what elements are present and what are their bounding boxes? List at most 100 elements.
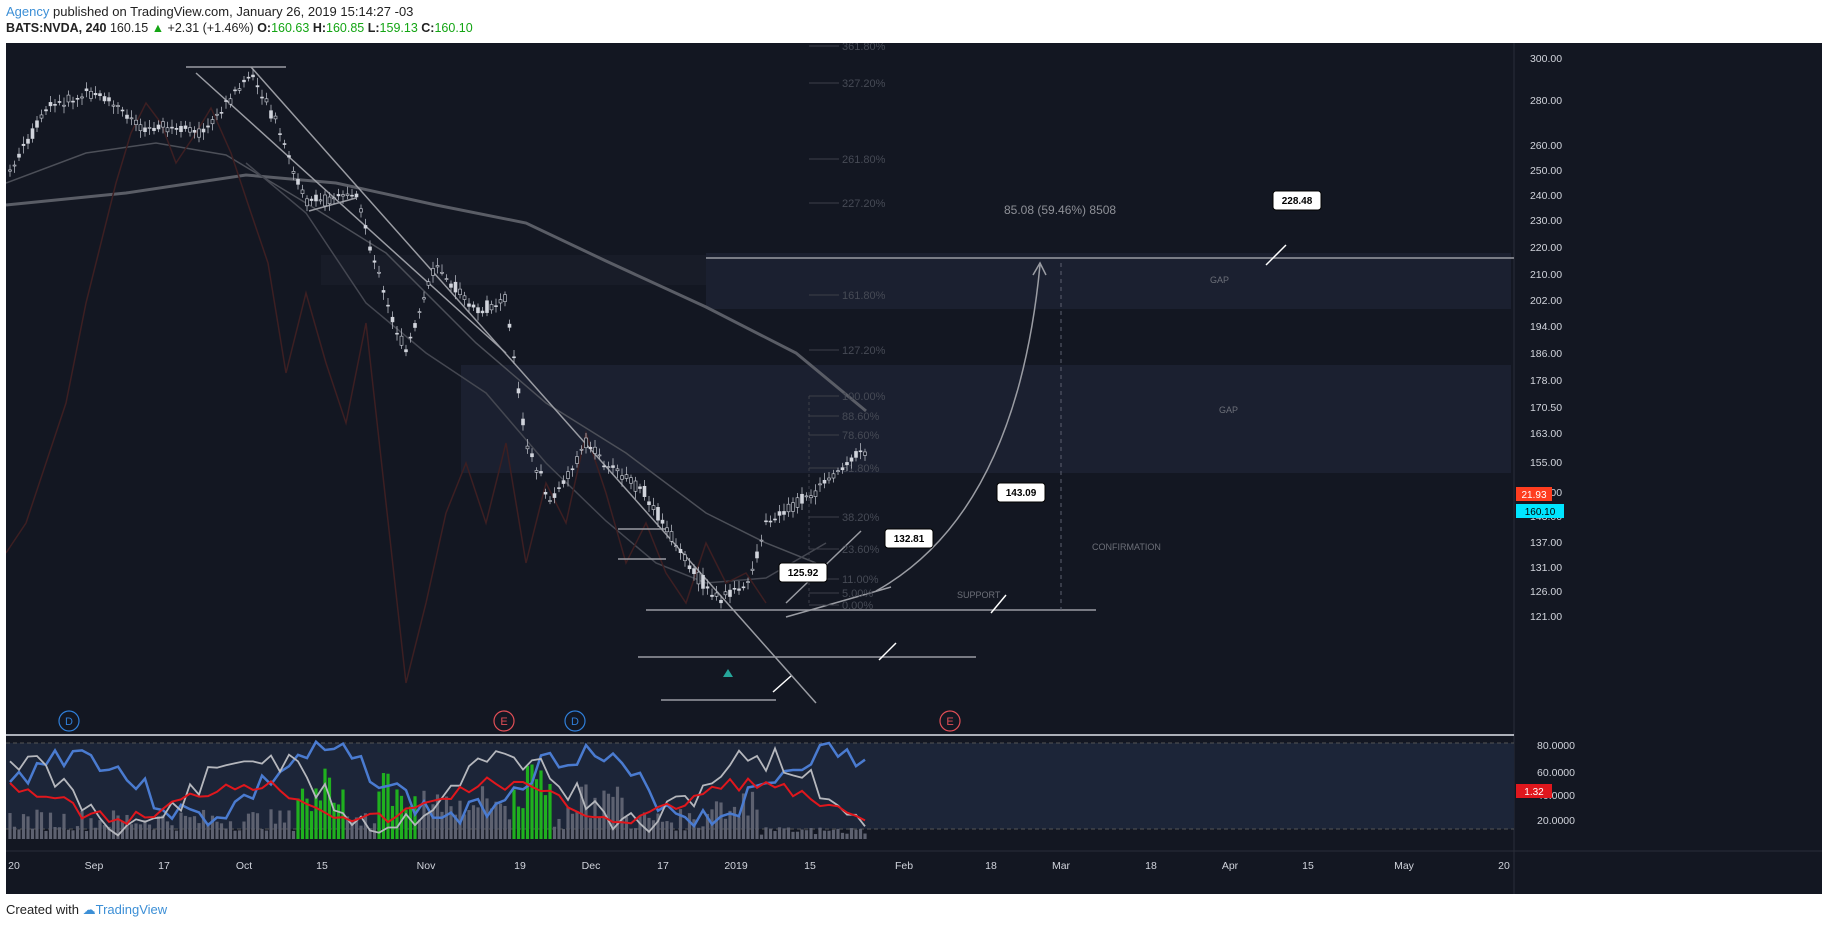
up-arrow-icon: ▲: [151, 21, 165, 35]
candle-body: [332, 197, 336, 200]
histogram-bar: [431, 804, 435, 839]
high-value: 160.85: [326, 21, 365, 35]
candle-body: [440, 272, 444, 274]
candle-body: [525, 445, 530, 450]
candle-body: [678, 548, 683, 553]
candle-body: [431, 268, 435, 276]
histogram-bar: [854, 829, 858, 839]
callout-125[interactable]: 125.92: [772, 562, 828, 693]
candle-body: [341, 194, 345, 197]
histogram-bar: [584, 784, 588, 839]
price-tick-label: 155.00: [1530, 457, 1562, 469]
candle-body: [768, 520, 773, 523]
event-e2-text: E: [946, 716, 953, 728]
projection-arrow[interactable]: [875, 264, 1041, 592]
price-tick-label: 121.00: [1530, 611, 1562, 623]
event-marker-earnings-1[interactable]: E: [493, 710, 515, 732]
chart-canvas[interactable]: 361.80% 327.20% 261.80% 227.20% 161.80% 127.2…: [5, 41, 1822, 894]
histogram-bar: [260, 829, 264, 839]
event-marker-dividend-2[interactable]: D: [564, 710, 586, 732]
histogram-bar: [732, 806, 737, 839]
candle-body: [516, 388, 521, 394]
histogram-bar: [629, 828, 633, 839]
author-link[interactable]: Agency: [6, 4, 50, 19]
histogram-bar: [804, 830, 809, 839]
histogram-bar: [750, 791, 755, 839]
candle-body: [296, 179, 300, 185]
histogram-bar: [458, 800, 462, 839]
histogram-bar: [480, 786, 485, 839]
candle-body: [291, 171, 296, 174]
candle-body: [804, 495, 809, 498]
candle-body: [561, 480, 566, 484]
candle-body: [471, 304, 476, 308]
event-marker-dividend-1[interactable]: D: [58, 710, 80, 732]
histogram-bar: [597, 817, 602, 839]
time-axis[interactable]: 20 Sep 17 Oct 15 Nov 19 Dec 17 2019 15 Feb 18 Mar 18 Ap…: [8, 860, 1510, 872]
candle-body: [269, 110, 273, 119]
tradingview-logo-icon[interactable]: ☁: [82, 902, 96, 917]
callout-143[interactable]: 143.09: [990, 482, 1046, 614]
histogram-bar: [827, 830, 831, 839]
histogram-bar: [8, 813, 12, 839]
downtrend-line-2[interactable]: [195, 72, 507, 354]
histogram-bar: [237, 830, 242, 839]
histogram-bar: [363, 813, 368, 839]
indicator-badge-text: 21.93: [1521, 490, 1546, 501]
candle-body: [381, 290, 386, 293]
candle-body: [197, 128, 201, 138]
candle-body: [219, 112, 224, 114]
histogram-bar: [642, 812, 647, 839]
candle-body: [170, 126, 174, 129]
histogram-bar: [602, 790, 606, 839]
histogram-bar: [795, 831, 800, 839]
histogram-bar: [593, 797, 597, 839]
candle-body: [755, 551, 759, 559]
callout-228[interactable]: 228.48: [1265, 190, 1322, 266]
histogram-bar: [737, 816, 741, 839]
minor-trendline[interactable]: [308, 197, 357, 212]
candle-body: [201, 128, 206, 133]
close-value: 160.10: [434, 21, 473, 35]
candle-body: [287, 155, 291, 158]
candle-body: [435, 265, 440, 268]
histogram-bar: [134, 823, 138, 839]
candle-body: [152, 127, 156, 131]
oscillator-badge-text: 1.32: [1524, 787, 1544, 798]
candle-body: [485, 300, 489, 313]
candle-body: [750, 568, 755, 571]
callout-132[interactable]: 132.81: [878, 528, 934, 661]
downtrend-line-1[interactable]: [250, 66, 817, 704]
candle-body: [521, 418, 525, 426]
candle-body: [809, 495, 813, 499]
ohlc-legend: BATS:NVDA, 240 160.15 ▲ +2.31 (+1.46%) O…: [6, 20, 473, 36]
event-d2-text: D: [571, 716, 579, 728]
confirmation-label: CONFIRMATION: [1092, 542, 1161, 552]
candle-body: [498, 299, 503, 304]
candle-body: [633, 480, 638, 492]
histogram-bar: [318, 800, 323, 839]
candle-body: [192, 130, 197, 133]
candle-body: [449, 283, 453, 288]
candle-body: [741, 586, 746, 589]
fibonacci-tool[interactable]: 361.80% 327.20% 261.80% 227.20% 161.80% 127.2…: [808, 41, 886, 612]
footer-brand-link[interactable]: TradingView: [95, 902, 168, 917]
time-tick-label: Apr: [1222, 860, 1239, 872]
fib-level-label: 78.60%: [842, 430, 880, 442]
candle-body: [458, 288, 462, 296]
event-marker-earnings-2[interactable]: E: [939, 710, 961, 732]
callout-132-text: 132.81: [894, 534, 925, 545]
price-axis[interactable]: 300.00 280.00 260.00 250.00 240.00 230.00 220.…: [1530, 53, 1562, 623]
time-tick-label: 15: [316, 860, 328, 872]
chart-area[interactable]: 361.80% 327.20% 261.80% 227.20% 161.80% 127.2…: [5, 41, 1822, 894]
oscillator-blue-line: [9, 739, 866, 829]
histogram-bar: [17, 829, 21, 839]
histogram-bar: [683, 830, 687, 839]
osc-tick-label: 20.0000: [1537, 815, 1575, 827]
histogram-bar: [264, 830, 269, 839]
histogram-bar: [390, 805, 395, 839]
callout-125-text: 125.92: [788, 568, 819, 579]
channel-line-lower[interactable]: [785, 586, 892, 618]
histogram-bar: [656, 813, 660, 839]
